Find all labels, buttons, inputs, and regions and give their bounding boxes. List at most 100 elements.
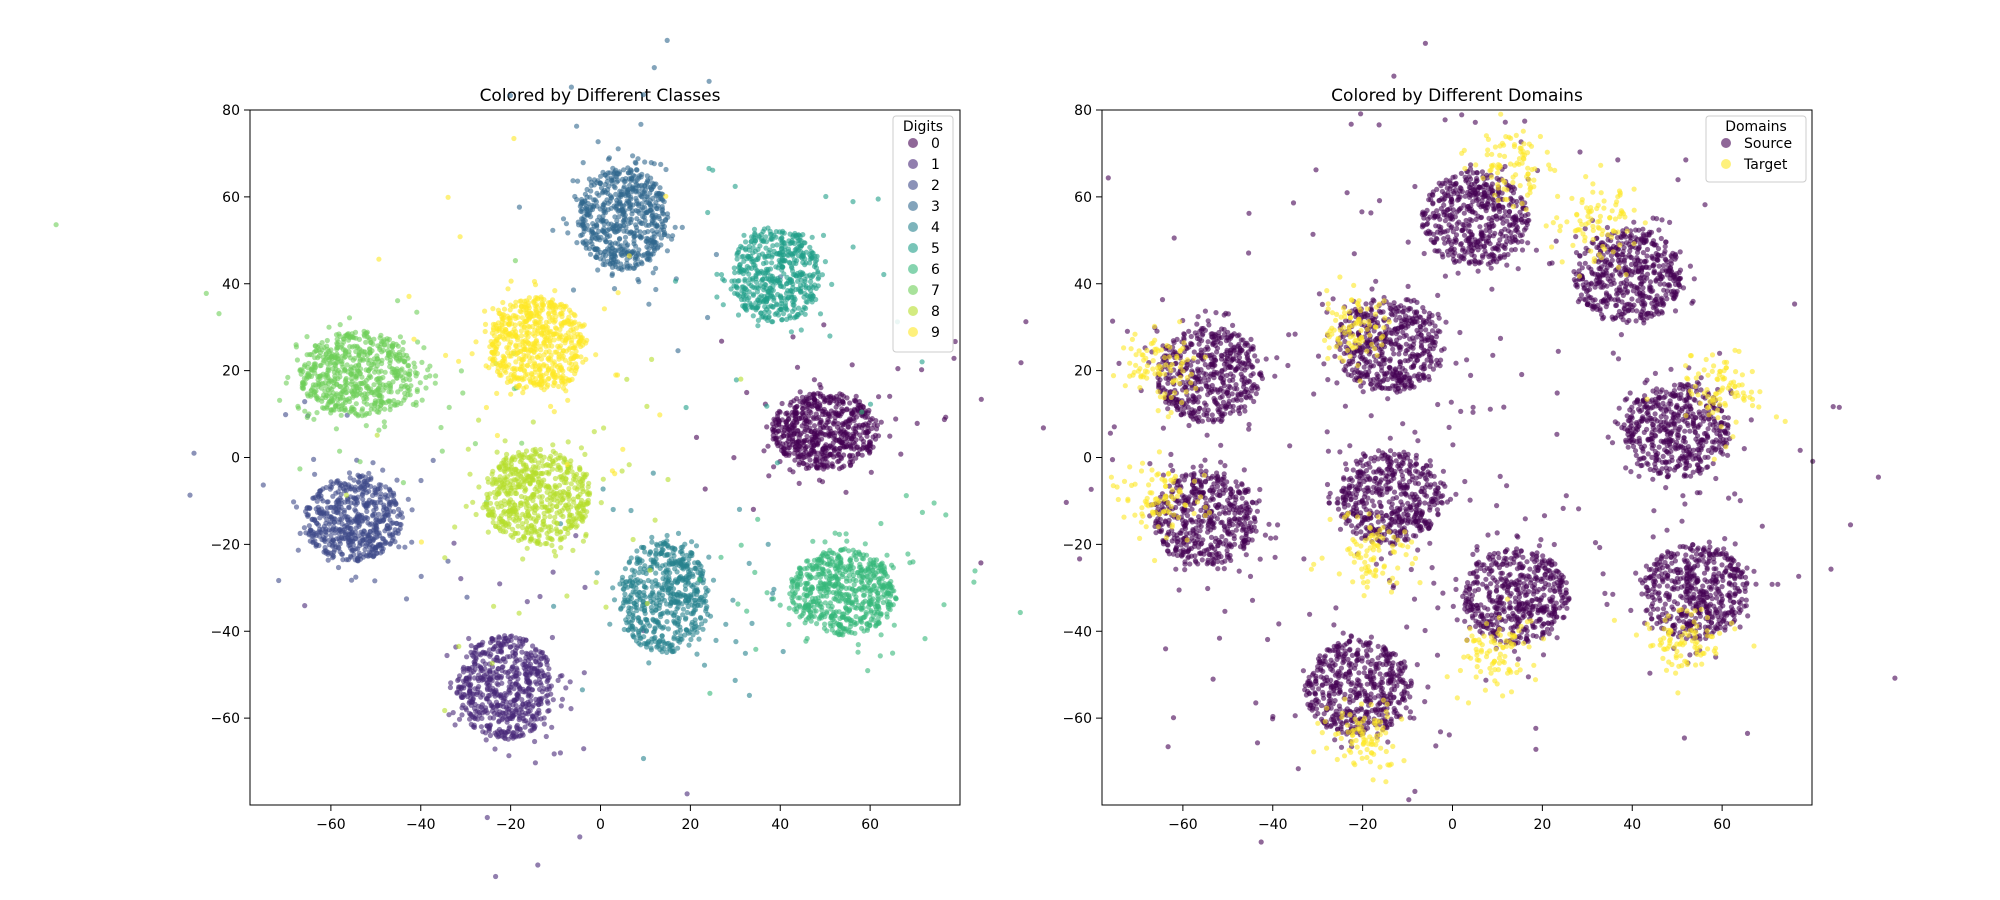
point-digit-2 [328,479,334,485]
point-digit-5 [805,294,812,300]
point-digit-6 [804,580,810,586]
point-digit-4 [688,636,694,643]
point-digit-6 [971,579,977,585]
point-digit-0 [794,364,801,370]
point-digit-1 [555,677,561,684]
point-digit-3 [611,183,617,189]
point-digit-1 [524,599,530,605]
point-digit-7 [293,344,299,350]
point-digit-4 [653,607,659,613]
point-digit-7 [389,344,396,350]
point-digit-0 [774,440,780,446]
point-digit-3 [563,221,570,227]
point-digit-4 [647,593,654,599]
point-digit-1 [488,703,494,709]
point-digit-4 [674,629,681,635]
point-digit-5 [770,304,776,310]
point-digit-4 [649,539,655,545]
point-digit-1 [485,693,492,699]
point-digit-7 [348,376,355,382]
point-digit-0 [750,506,757,512]
point-digit-6 [804,635,810,642]
point-digit-5 [778,300,785,306]
point-digit-5 [810,293,816,299]
point-digit-5 [771,233,777,239]
point-digit-4 [646,551,652,557]
point-digit-5 [802,240,808,246]
point-digit-1 [546,707,552,714]
point-digit-0 [809,438,816,444]
point-digit-2 [377,486,383,492]
point-digit-6 [843,578,850,584]
point-digit-6 [853,553,859,559]
point-digit-3 [642,159,648,165]
point-digit-0 [802,398,808,404]
point-digit-4 [689,539,695,545]
point-digit-7 [316,347,322,353]
point-digit-6 [878,632,884,638]
point-digit-1 [468,721,474,728]
point-digit-1 [513,635,519,641]
point-digit-1 [468,649,474,656]
point-digit-1 [523,710,529,716]
point-digit-4 [780,648,786,655]
point-digit-3 [645,229,651,235]
point-digit-6 [810,538,816,544]
point-digit-5 [759,251,766,257]
point-digit-5 [748,253,754,259]
point-digit-2 [367,542,373,548]
point-digit-0 [893,416,899,422]
point-digit-6 [893,596,899,602]
point-digit-5 [797,269,803,275]
point-digit-1 [535,654,542,660]
point-digit-0 [814,398,820,404]
point-digit-6 [879,567,885,574]
point-digit-6 [790,588,796,594]
point-digit-0 [887,393,893,399]
point-digit-2 [409,507,415,513]
point-digit-4 [669,649,675,655]
point-digit-0 [847,462,854,469]
point-digit-7 [353,401,359,407]
point-digit-1 [493,707,499,713]
point-digit-5 [798,327,804,333]
point-digit-1 [581,670,587,676]
point-digit-7 [339,403,345,409]
point-digit-2 [374,526,380,532]
point-digit-5 [720,276,726,282]
point-digit-4 [645,577,651,584]
point-digit-4 [680,606,687,612]
point-digit-7 [433,373,439,379]
point-digit-3 [658,161,664,167]
point-digit-0 [835,421,841,427]
point-digit-7 [359,348,365,354]
point-digit-3 [606,226,612,232]
point-digit-3 [596,192,602,198]
point-digit-6 [793,609,799,615]
point-digit-2 [380,467,386,473]
point-digit-3 [605,221,612,227]
point-digit-3 [636,247,642,253]
point-digit-1 [535,862,541,868]
point-digit-6 [790,600,797,606]
point-digit-1 [558,703,564,709]
point-digit-6 [903,493,909,499]
point-digit-6 [848,556,854,562]
point-digit-2 [373,506,379,512]
point-digit-5 [787,260,793,266]
point-digit-6 [809,584,815,591]
point-digit-0 [869,416,875,422]
point-digit-5 [735,278,741,284]
point-digit-3 [579,209,585,215]
point-digit-3 [611,226,617,232]
point-digit-0 [804,433,810,439]
point-digit-1 [492,746,498,752]
point-digit-3 [628,219,634,225]
point-digit-2 [387,541,393,547]
point-digit-4 [678,573,684,580]
point-digit-4 [703,608,709,614]
point-digit-4 [702,618,708,624]
point-digit-4 [688,549,694,556]
point-digit-6 [836,567,842,573]
point-digit-0 [878,419,884,425]
